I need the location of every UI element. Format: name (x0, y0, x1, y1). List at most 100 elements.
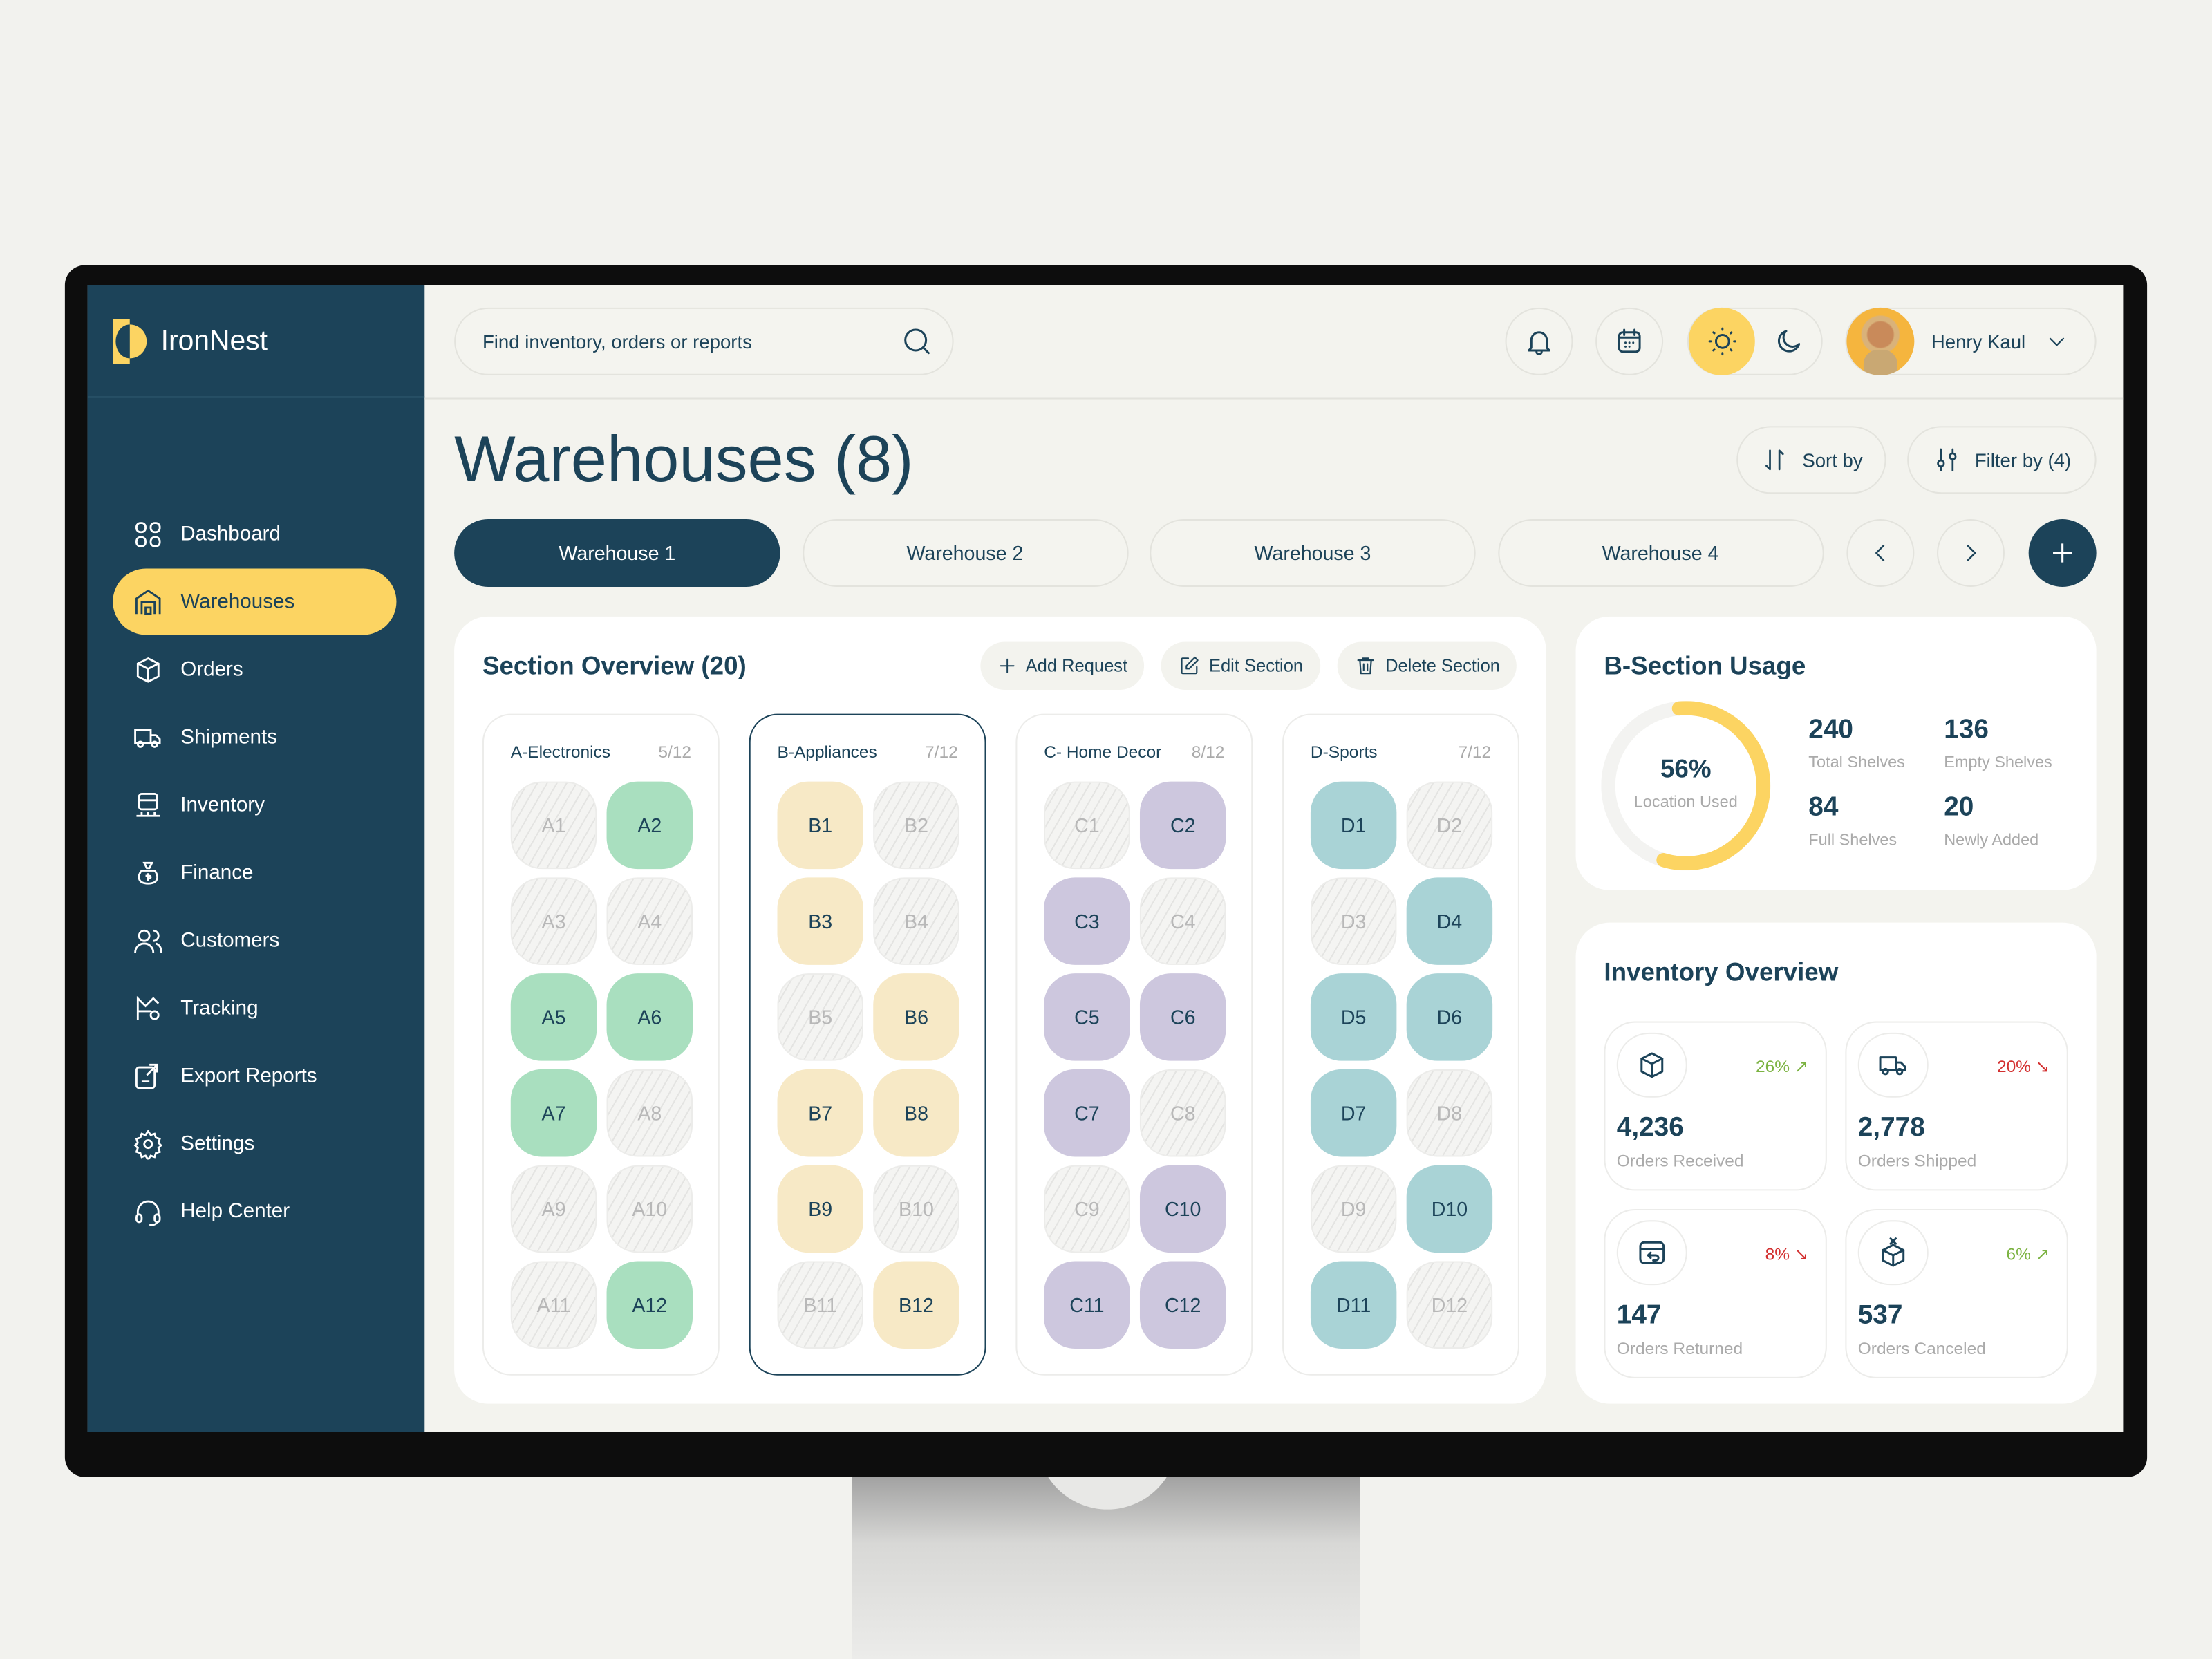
sidebar-item-label: Tracking (180, 996, 259, 1020)
inventory-tile[interactable]: 8% ↘ 147 Orders Returned (1604, 1208, 1827, 1378)
shelf-cell-D7[interactable]: D7 (1310, 1069, 1397, 1157)
shelf-cell-D10[interactable]: D10 (1406, 1165, 1493, 1253)
shelf-cell-B9[interactable]: B9 (777, 1165, 863, 1253)
theme-toggle[interactable] (1687, 307, 1823, 375)
search-icon[interactable] (901, 326, 932, 357)
tab-warehouse-4[interactable]: Warehouse 4 (1497, 519, 1824, 587)
shelf-cell-C2[interactable]: C2 (1139, 781, 1226, 870)
add-request-button[interactable]: Add Request (980, 641, 1145, 690)
sidebar-item-shipments[interactable]: Shipments (113, 704, 396, 770)
shelf-cell-D9[interactable]: D9 (1310, 1165, 1397, 1253)
section-column[interactable]: D-Sports 7/12 D1 D2 D3 D4 D5 D6 D7 D8 D9 D10 D11 D12 (1282, 713, 1519, 1376)
sort-label: Sort by (1802, 449, 1863, 471)
shelf-cell-A11[interactable]: A11 (510, 1261, 597, 1349)
shelf-cell-B8[interactable]: B8 (873, 1069, 959, 1157)
shelf-cell-A12[interactable]: A12 (606, 1261, 693, 1349)
shelf-cell-B5[interactable]: B5 (777, 973, 863, 1061)
shelf-cell-C9[interactable]: C9 (1044, 1165, 1130, 1253)
shelf-cell-B11[interactable]: B11 (777, 1261, 863, 1349)
sidebar-item-customers[interactable]: Customers (113, 907, 396, 973)
sidebar-item-inventory[interactable]: Inventory (113, 771, 396, 838)
shelf-cell-C12[interactable]: C12 (1139, 1261, 1226, 1349)
shelf-cell-A3[interactable]: A3 (510, 877, 597, 965)
package-icon (1640, 1052, 1664, 1078)
usage-percent: 56% (1660, 754, 1712, 783)
plus-icon (1000, 658, 1015, 673)
sidebar-item-label: Customers (180, 928, 280, 952)
light-mode-button[interactable] (1688, 307, 1755, 375)
edit-section-button[interactable]: Edit Section (1161, 641, 1320, 690)
chevron-down-icon[interactable] (2045, 330, 2068, 353)
sidebar-item-finance[interactable]: Finance (113, 839, 396, 906)
sidebar-item-dashboard[interactable]: Dashboard (113, 500, 396, 567)
sidebar-item-warehouses[interactable]: Warehouses (113, 568, 397, 635)
shelf-cell-A10[interactable]: A10 (606, 1165, 693, 1253)
shelf-cell-A1[interactable]: A1 (510, 781, 597, 870)
tab-warehouse-3[interactable]: Warehouse 3 (1150, 519, 1476, 587)
tile-value: 147 (1616, 1300, 1662, 1331)
shelf-cell-C11[interactable]: C11 (1044, 1261, 1130, 1349)
shelf-cell-B3[interactable]: B3 (777, 877, 863, 965)
search-input[interactable]: Find inventory, orders or reports (482, 330, 752, 353)
shelf-cell-C10[interactable]: C10 (1139, 1165, 1226, 1253)
shelf-cell-A2[interactable]: A2 (606, 781, 693, 870)
shelf-cell-B10[interactable]: B10 (873, 1165, 959, 1253)
sidebar-item-export-reports[interactable]: Export Reports (113, 1042, 396, 1109)
dark-mode-button[interactable] (1755, 308, 1821, 375)
shelf-cell-C6[interactable]: C6 (1139, 973, 1226, 1061)
sidebar-item-settings[interactable]: Settings (113, 1110, 396, 1177)
shelf-cell-D5[interactable]: D5 (1310, 973, 1397, 1061)
shelf-cell-C1[interactable]: C1 (1044, 781, 1130, 870)
section-count: 7/12 (925, 742, 958, 762)
shelf-cell-C3[interactable]: C3 (1044, 877, 1130, 965)
shelf-cell-A6[interactable]: A6 (606, 973, 693, 1061)
user-menu[interactable]: Henry Kaul (1845, 307, 2097, 375)
sidebar-item-tracking[interactable]: Tracking (113, 975, 396, 1041)
change-badge: 20% ↘ (1996, 1056, 2050, 1077)
shelf-cell-D2[interactable]: D2 (1406, 781, 1493, 870)
shelf-cell-B7[interactable]: B7 (777, 1069, 863, 1157)
shelf-cell-D1[interactable]: D1 (1310, 781, 1397, 870)
shelf-cell-B12[interactable]: B12 (873, 1261, 959, 1349)
calendar-button[interactable] (1595, 307, 1664, 375)
delete-section-button[interactable]: Delete Section (1337, 641, 1517, 690)
inventory-tile[interactable]: 26% ↗ 4,236 Orders Received (1604, 1021, 1827, 1191)
previous-tab-button[interactable] (1846, 519, 1915, 587)
sort-button[interactable]: Sort by (1736, 426, 1886, 494)
inventory-tile[interactable]: 20% ↘ 2,778 Orders Shipped (1845, 1021, 2068, 1191)
inventory-tile[interactable]: 6% ↗ 537 Orders Canceled (1845, 1208, 2068, 1378)
shelf-cell-C8[interactable]: C8 (1139, 1069, 1226, 1157)
shelf-cell-A4[interactable]: A4 (606, 877, 693, 965)
search-bar[interactable]: Find inventory, orders or reports (454, 307, 954, 375)
notifications-button[interactable] (1505, 307, 1573, 375)
shelf-cell-D3[interactable]: D3 (1310, 877, 1397, 965)
shelf-cell-D6[interactable]: D6 (1406, 973, 1493, 1061)
shelf-cell-B2[interactable]: B2 (873, 781, 959, 870)
section-column[interactable]: A-Electronics 5/12 A1 A2 A3 A4 A5 A6 A7 A8 A9 A10 A1… (482, 713, 720, 1376)
app-name: IronNest (160, 325, 268, 357)
shelf-cell-A8[interactable]: A8 (606, 1069, 693, 1157)
shelf-cell-D4[interactable]: D4 (1406, 877, 1493, 965)
tab-warehouse-1[interactable]: Warehouse 1 (454, 519, 780, 587)
section-column[interactable]: C- Home Decor 8/12 C1 C2 C3 C4 C5 C6 C7 C8 C9 C10 C1… (1015, 713, 1253, 1376)
shelf-cell-B4[interactable]: B4 (873, 877, 959, 965)
shelf-cell-B1[interactable]: B1 (777, 781, 863, 870)
shelf-cell-C7[interactable]: C7 (1044, 1069, 1130, 1157)
add-warehouse-button[interactable] (2028, 519, 2097, 587)
tab-warehouse-2[interactable]: Warehouse 2 (802, 519, 1128, 587)
calendar-icon (1618, 328, 1641, 353)
sidebar-item-orders[interactable]: Orders (113, 636, 396, 702)
sidebar-item-help-center[interactable]: Help Center (113, 1178, 396, 1244)
shelf-cell-B6[interactable]: B6 (873, 973, 959, 1061)
shelf-cell-C5[interactable]: C5 (1044, 973, 1130, 1061)
shelf-cell-C4[interactable]: C4 (1139, 877, 1226, 965)
next-tab-button[interactable] (1937, 519, 2005, 587)
shelf-cell-D12[interactable]: D12 (1406, 1261, 1493, 1349)
filter-button[interactable]: Filter by (4) (1907, 426, 2097, 494)
section-column[interactable]: B-Appliances 7/12 B1 B2 B3 B4 B5 B6 B7 B8 B9 B10 B11… (749, 713, 986, 1376)
shelf-cell-A7[interactable]: A7 (510, 1069, 597, 1157)
shelf-cell-A9[interactable]: A9 (510, 1165, 597, 1253)
shelf-cell-D11[interactable]: D11 (1310, 1261, 1397, 1349)
shelf-cell-D8[interactable]: D8 (1406, 1069, 1493, 1157)
shelf-cell-A5[interactable]: A5 (510, 973, 597, 1061)
